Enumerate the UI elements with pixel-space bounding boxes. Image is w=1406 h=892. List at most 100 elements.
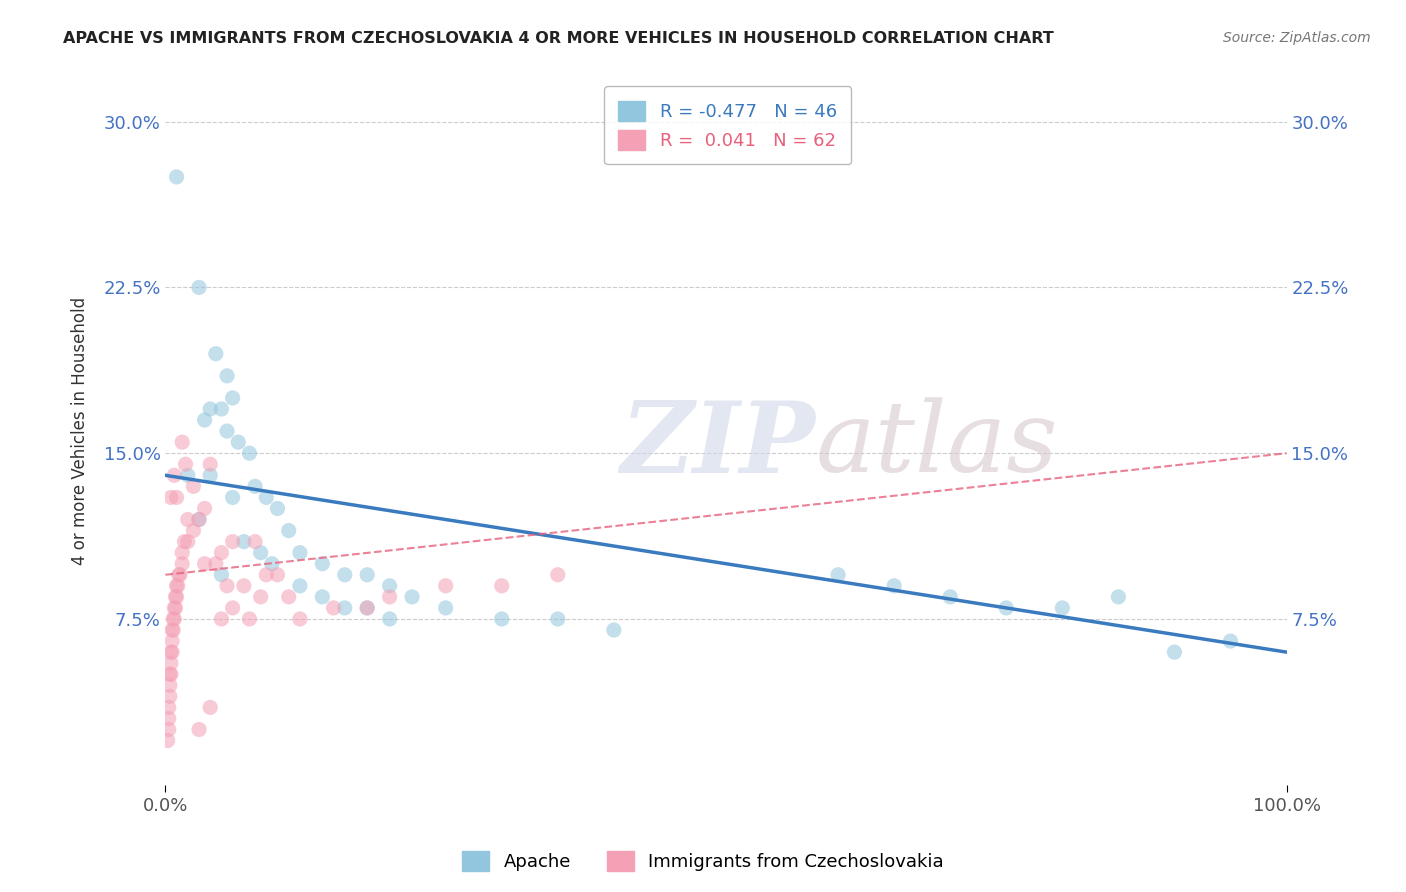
Point <box>883 579 905 593</box>
Point <box>159 690 181 704</box>
Point <box>183 479 205 493</box>
Point <box>547 612 569 626</box>
Point <box>160 634 183 648</box>
Point <box>215 579 238 593</box>
Point <box>1163 645 1185 659</box>
Point <box>209 402 232 417</box>
Point <box>177 468 200 483</box>
Point <box>260 557 283 571</box>
Point <box>434 579 457 593</box>
Point <box>232 534 254 549</box>
Point <box>995 601 1018 615</box>
Point <box>221 491 243 505</box>
Point <box>378 612 401 626</box>
Point <box>547 567 569 582</box>
Point <box>221 601 243 615</box>
Point <box>200 457 222 471</box>
Point <box>333 567 356 582</box>
Point <box>232 579 254 593</box>
Text: Source: ZipAtlas.com: Source: ZipAtlas.com <box>1223 31 1371 45</box>
Point <box>939 590 962 604</box>
Point <box>160 645 183 659</box>
Point <box>288 579 311 593</box>
Point <box>215 424 238 438</box>
Point <box>434 601 457 615</box>
Point <box>221 391 243 405</box>
Point <box>356 601 378 615</box>
Point <box>200 402 222 417</box>
Legend: Apache, Immigrants from Czechoslovakia: Apache, Immigrants from Czechoslovakia <box>454 844 952 879</box>
Point <box>401 590 423 604</box>
Point <box>311 590 333 604</box>
Text: atlas: atlas <box>815 398 1059 493</box>
Point <box>160 623 183 637</box>
Point <box>166 579 188 593</box>
Point <box>288 612 311 626</box>
Point <box>160 667 183 681</box>
Text: APACHE VS IMMIGRANTS FROM CZECHOSLOVAKIA 4 OR MORE VEHICLES IN HOUSEHOLD CORRELA: APACHE VS IMMIGRANTS FROM CZECHOSLOVAKIA… <box>63 31 1054 46</box>
Point <box>188 512 211 526</box>
Point <box>249 546 271 560</box>
Point <box>194 413 217 427</box>
Point <box>827 567 849 582</box>
Point <box>226 435 249 450</box>
Point <box>215 368 238 383</box>
Point <box>165 590 187 604</box>
Point <box>491 612 513 626</box>
Point <box>173 534 195 549</box>
Point <box>167 567 190 582</box>
Point <box>378 590 401 604</box>
Point <box>333 601 356 615</box>
Point <box>166 579 188 593</box>
Point <box>356 567 378 582</box>
Point <box>1052 601 1074 615</box>
Point <box>163 612 186 626</box>
Point <box>204 557 226 571</box>
Point <box>311 557 333 571</box>
Point <box>157 723 180 737</box>
Point <box>166 590 188 604</box>
Point <box>174 457 197 471</box>
Point <box>238 612 260 626</box>
Point <box>188 280 211 294</box>
Point <box>209 567 232 582</box>
Point <box>162 623 184 637</box>
Point <box>163 468 186 483</box>
Point <box>491 579 513 593</box>
Point <box>165 601 187 615</box>
Point <box>160 656 183 670</box>
Point <box>277 590 299 604</box>
Point <box>172 435 194 450</box>
Point <box>238 446 260 460</box>
Legend: R = -0.477   N = 46, R =  0.041   N = 62: R = -0.477 N = 46, R = 0.041 N = 62 <box>605 87 852 164</box>
Point <box>603 623 626 637</box>
Point <box>160 491 183 505</box>
Text: ZIP: ZIP <box>620 397 815 493</box>
Point <box>204 347 226 361</box>
Point <box>254 567 277 582</box>
Point <box>277 524 299 538</box>
Point <box>209 612 232 626</box>
Point <box>157 700 180 714</box>
Point <box>254 491 277 505</box>
Point <box>243 534 266 549</box>
Point <box>172 546 194 560</box>
Point <box>194 501 217 516</box>
Point <box>160 645 183 659</box>
Point <box>288 546 311 560</box>
Point <box>356 601 378 615</box>
Point <box>200 700 222 714</box>
Point <box>172 557 194 571</box>
Y-axis label: 4 or more Vehicles in Household: 4 or more Vehicles in Household <box>72 297 89 566</box>
Point <box>249 590 271 604</box>
Point <box>177 534 200 549</box>
Point <box>243 479 266 493</box>
Point <box>163 601 186 615</box>
Point <box>266 501 288 516</box>
Point <box>159 678 181 692</box>
Point <box>183 524 205 538</box>
Point <box>221 534 243 549</box>
Point <box>322 601 344 615</box>
Point <box>159 667 181 681</box>
Point <box>1219 634 1241 648</box>
